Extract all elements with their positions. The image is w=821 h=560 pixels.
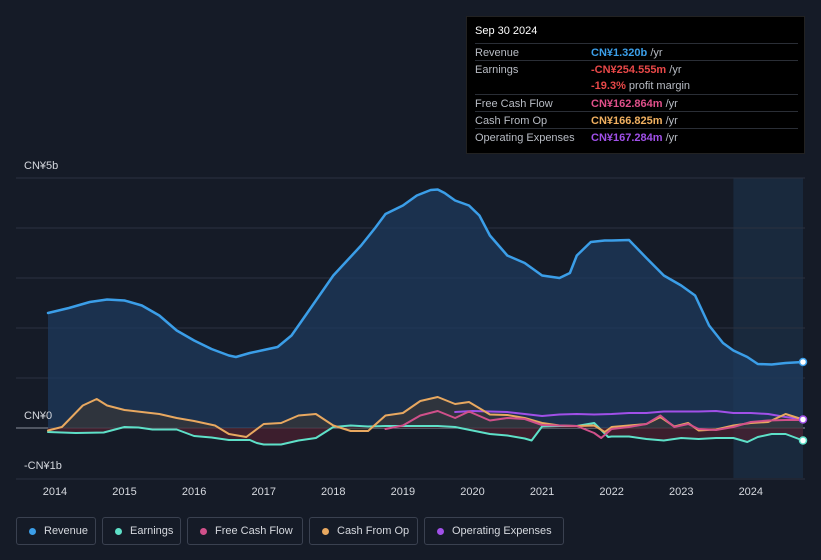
legend-item-revenue[interactable]: Revenue [16,517,96,545]
series-line-free-cash-flow [384,410,804,439]
tooltip-row-value: -CN¥254.555m /yr [591,64,682,76]
tooltip-row-label: Cash From Op [475,115,548,127]
x-tick-label: 2021 [530,486,554,498]
tooltip-row-value: CN¥166.825m /yr [591,115,678,127]
legend-dot-icon [29,527,36,535]
y-label-bottom: -CN¥1b [24,460,62,472]
x-tick-label: 2018 [321,486,345,498]
legend-dot-icon [115,527,122,535]
x-tick-label: 2024 [739,486,763,498]
endpoint-operating-expenses [798,415,808,424]
tooltip-row: -19.3% profit margin [475,77,798,94]
tooltip-row-value: CN¥167.284m /yr [591,132,678,144]
tooltip-row: Operating Expenses CN¥167.284m /yr [475,128,798,146]
tooltip-row-value: -19.3% profit margin [591,80,690,92]
tooltip-row-label: Free Cash Flow [475,98,553,110]
endpoint-revenue [798,357,808,367]
legend-dot-icon [322,527,329,535]
tooltip-row-value: CN¥162.864m /yr [591,98,678,110]
legend-item-free-cash-flow[interactable]: Free Cash Flow [187,517,303,545]
series-endpoints [798,357,808,445]
tooltip-row: Revenue CN¥1.320b /yr [475,43,798,61]
tooltip-row-value: CN¥1.320b /yr [591,47,663,59]
legend-dot-icon [200,527,207,535]
legend-dot-icon [437,527,444,535]
x-tick-label: 2017 [251,486,275,498]
tooltip-row-label: Revenue [475,47,520,59]
x-tick-label: 2019 [391,486,415,498]
tooltip-value-text: CN¥167.284m [591,132,663,144]
y-label-top: CN¥5b [24,160,59,172]
legend-item-operating-expenses[interactable]: Operating Expenses [424,517,564,545]
x-tick-label: 2023 [669,486,693,498]
series-lines [46,188,805,446]
tooltip-value-unit: /yr [662,98,678,110]
tooltip-date: Sep 30 2024 [475,25,538,37]
x-tick-label: 2016 [182,486,206,498]
series-line-revenue [46,188,805,366]
legend-label: Earnings [130,525,174,537]
tooltip-row-label: Earnings [475,64,519,76]
x-tick-label: 2022 [599,486,623,498]
y-label-zero: CN¥0 [24,410,53,422]
x-tick-label: 2014 [43,486,67,498]
tooltip-row: Cash From Op CN¥166.825m /yr [475,111,798,129]
tooltip-value-unit: /yr [662,132,678,144]
legend-label: Operating Expenses [452,525,552,537]
series-line-operating-expenses [454,410,804,421]
x-tick-label: 2020 [460,486,484,498]
tooltip-row: Earnings -CN¥254.555m /yr [475,60,798,78]
legend-label: Free Cash Flow [215,525,293,537]
tooltip-value-text: CN¥1.320b [591,47,648,59]
series-line-earnings [47,422,804,446]
legend-label: Revenue [44,525,89,537]
tooltip-value-text: CN¥166.825m [591,115,663,127]
data-tooltip: Sep 30 2024 Revenue CN¥1.320b /yr Earnings… [466,16,805,154]
legend-label: Cash From Op [337,525,410,537]
tooltip-value-text: -19.3% [591,80,626,92]
tooltip-row-label: Operating Expenses [475,132,575,144]
tooltip-value-unit: profit margin [625,80,691,92]
tooltip-value-unit: /yr [647,47,663,59]
x-axis-ticks: 2014 2015 2016 2017 2018 2019 2020 2021 2022 2023… [43,486,763,498]
legend-item-earnings[interactable]: Earnings [102,517,181,545]
revenue-area [48,189,803,428]
legend-item-cash-from-op[interactable]: Cash From Op [309,517,418,545]
tooltip-value-text: CN¥162.864m [591,98,663,110]
tooltip-value-unit: /yr [666,64,682,76]
tooltip-value-text: -CN¥254.555m [591,64,667,76]
tooltip-row: Free Cash Flow CN¥162.864m /yr [475,94,798,112]
endpoint-earnings [798,436,808,445]
x-tick-label: 2015 [112,486,136,498]
tooltip-value-unit: /yr [662,115,678,127]
